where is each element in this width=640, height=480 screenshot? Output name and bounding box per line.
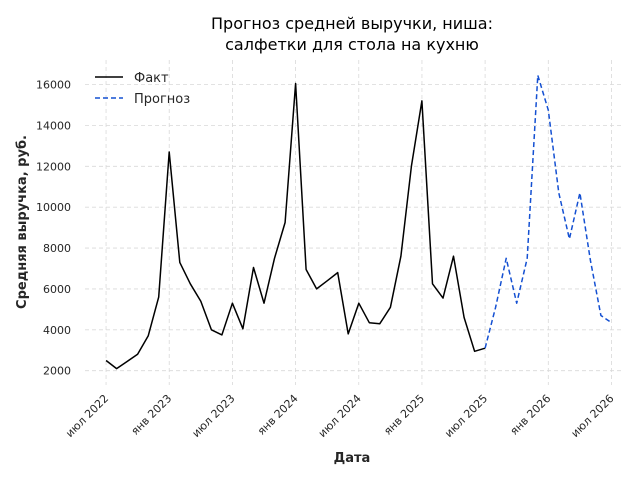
chart-title-line-1: Прогноз средней выручки, ниша: <box>211 14 493 33</box>
x-tick-label: июл 2025 <box>442 392 490 440</box>
y-tick-label: 12000 <box>36 160 71 173</box>
y-tick-label: 10000 <box>36 201 71 214</box>
y-axis-label: Средняя выручка, руб. <box>15 135 30 309</box>
y-tick-label: 2000 <box>43 365 71 378</box>
x-tick-label: июл 2026 <box>569 392 617 440</box>
legend: Факт Прогноз <box>95 71 190 107</box>
x-tick-label: янв 2023 <box>129 392 175 438</box>
x-tick-label: июл 2024 <box>316 392 364 440</box>
x-axis-label: Дата <box>334 451 371 466</box>
legend-label-fact: Факт <box>134 71 169 86</box>
y-axis-ticks: 2000 4000 6000 8000 10000 12000 14000 16000 <box>36 79 71 378</box>
x-tick-label: июл 2023 <box>189 392 237 440</box>
chart-title-line-2: салфетки для стола на кухню <box>225 35 479 54</box>
y-tick-label: 4000 <box>43 324 71 337</box>
x-tick-label: июл 2022 <box>63 392 111 440</box>
y-tick-label: 8000 <box>43 242 71 255</box>
x-tick-label: янв 2025 <box>381 392 427 438</box>
y-tick-label: 16000 <box>36 79 71 92</box>
x-axis-ticks: июл 2022 янв 2023 июл 2023 янв 2024 июл 2024… <box>63 392 616 440</box>
y-tick-label: 6000 <box>43 283 71 296</box>
y-tick-label: 14000 <box>36 119 71 132</box>
x-tick-label: янв 2026 <box>508 392 554 438</box>
grid <box>85 60 622 385</box>
series-layer <box>105 74 612 370</box>
x-tick-label: янв 2024 <box>255 392 301 438</box>
legend-label-forecast: Прогноз <box>134 92 190 107</box>
